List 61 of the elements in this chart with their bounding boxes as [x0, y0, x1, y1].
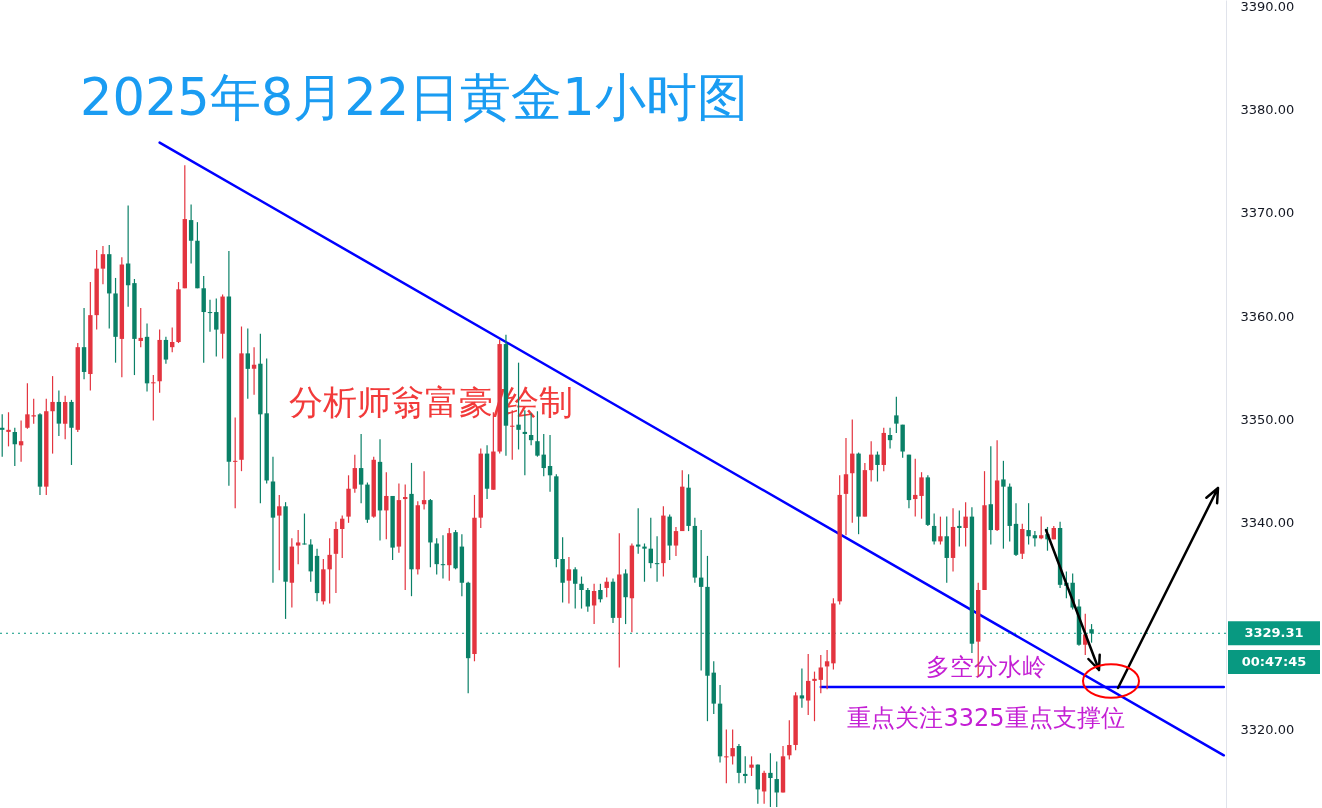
text: 00:47:45: [1241, 654, 1307, 669]
candlestick: [806, 653, 811, 716]
candlestick: [434, 537, 439, 576]
candlestick: [245, 327, 250, 400]
y-tick-label: 3380.00: [1240, 102, 1295, 118]
candlestick: [573, 566, 578, 610]
candlestick: [100, 245, 106, 285]
y-tick-label: 3320.00: [1240, 721, 1295, 737]
candlestick: [957, 509, 962, 548]
candlestick: [1089, 623, 1094, 644]
candlestick: [201, 275, 206, 364]
candlestick: [598, 583, 603, 603]
candlestick: [277, 494, 282, 571]
candlestick: [302, 512, 307, 546]
candlestick: [818, 654, 823, 694]
candlestick: [327, 537, 332, 605]
candlestick: [724, 728, 729, 784]
y-tick-label: 3370.00: [1240, 205, 1295, 221]
candlestick: [774, 760, 779, 808]
candlestick: [352, 454, 358, 494]
candlestick: [894, 396, 899, 434]
candlestick: [125, 205, 131, 308]
candlestick: [295, 529, 301, 565]
candlestick: [188, 203, 194, 265]
candlestick: [1026, 502, 1031, 546]
candlestick: [56, 389, 62, 437]
y-tick-label: 3350.00: [1240, 412, 1295, 427]
candlestick: [875, 450, 880, 483]
candlestick: [673, 526, 679, 557]
y-tick-label: 3390.00: [1240, 0, 1295, 14]
candlestick: [623, 568, 628, 625]
candlestick: [642, 542, 647, 583]
candlestick: [62, 395, 68, 440]
annotation: 重点关注3325重点支撑位: [847, 704, 1125, 732]
text: 2025年8月22日黄金1小时图: [80, 68, 748, 127]
candlestick: [812, 671, 817, 722]
y-tick-label: 3360.00: [1240, 308, 1295, 324]
ref-line-label: 3329.31: [1244, 625, 1304, 641]
candlestick: [749, 755, 754, 777]
candlestick: [151, 374, 156, 422]
candlestick: [566, 556, 572, 605]
candlestick: [843, 437, 849, 536]
candlestick: [787, 719, 792, 761]
candlestick: [163, 336, 169, 365]
candlestick: [730, 728, 735, 766]
candlestick: [560, 536, 565, 603]
candlestick: [919, 471, 924, 520]
candlestick: [6, 411, 11, 447]
candlestick: [579, 575, 584, 610]
candlestick: [1001, 460, 1006, 550]
candlestick: [358, 433, 364, 504]
candlestick: [944, 516, 949, 584]
candlestick: [604, 576, 609, 598]
candlestick: [938, 516, 943, 546]
candlestick: [214, 298, 219, 358]
candlestick: [963, 501, 968, 548]
candlestick: [585, 587, 591, 613]
candlestick: [768, 752, 773, 808]
y-tick-label: 3340.00: [1240, 515, 1295, 531]
candlestick: [384, 471, 389, 540]
candlestick: [50, 375, 55, 455]
